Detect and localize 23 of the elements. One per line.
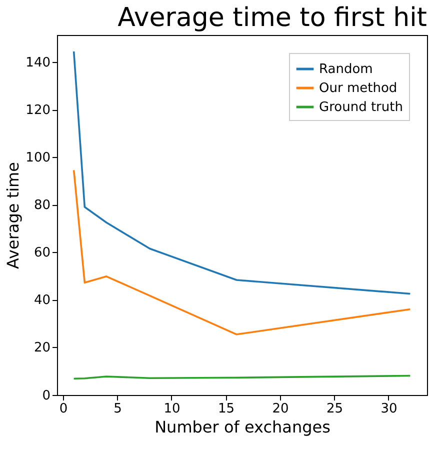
legend-label: Our method	[319, 81, 398, 96]
x-tick-label: 30	[380, 402, 398, 416]
y-tick-label: 80	[34, 198, 50, 214]
line-series	[72, 50, 412, 295]
x-tick-label: 15	[218, 402, 234, 416]
y-tick-label: 0	[42, 388, 50, 404]
y-axis-title: Average time	[4, 162, 23, 269]
x-tick-label: 5	[114, 402, 122, 416]
x-tick-label: 25	[326, 402, 343, 416]
legend-label: Ground truth	[319, 100, 403, 115]
x-tick-label: 20	[272, 402, 289, 416]
x-tick-label: 0	[59, 402, 68, 416]
x-tick-label: 10	[164, 402, 180, 416]
x-axis-title: Number of exchanges	[154, 418, 330, 436]
line-series	[72, 169, 412, 336]
y-tick-label: 20	[34, 340, 50, 356]
chart-title: Average time to first hit	[118, 3, 427, 33]
y-tick-label: 100	[26, 150, 50, 166]
y-tick-label: 60	[34, 246, 50, 261]
y-tick-label: 40	[34, 293, 50, 308]
y-tick-label: 120	[26, 103, 50, 118]
y-tick-label: 140	[26, 56, 50, 71]
legend-label: Random	[319, 62, 373, 77]
